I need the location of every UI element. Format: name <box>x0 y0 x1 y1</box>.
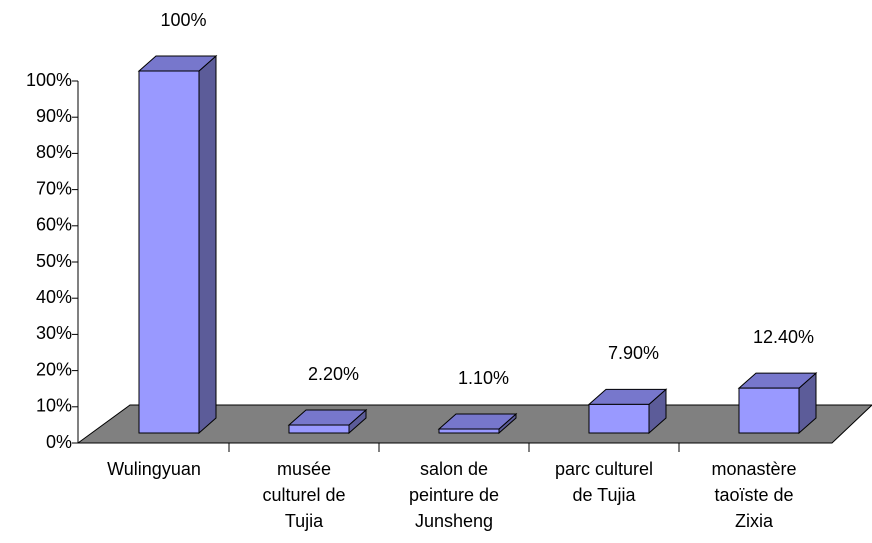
value-label: 100% <box>160 10 206 30</box>
value-label: 2.20% <box>308 364 359 384</box>
bar <box>288 424 350 434</box>
bar <box>588 403 650 434</box>
bar-side <box>198 54 217 435</box>
x-tick-label: salon de peinture de Junsheng <box>408 459 500 531</box>
value-label: 12.40% <box>753 327 814 347</box>
y-tick-label: 100% <box>26 70 72 90</box>
y-tick-label: 50% <box>36 251 72 271</box>
x-tick-label: musée culturel de Tujia <box>262 459 346 531</box>
y-tick-label: 30% <box>36 323 72 343</box>
bar <box>138 70 200 434</box>
x-tick-label: parc culturel de Tujia <box>554 459 654 505</box>
value-label: 1.10% <box>458 368 509 388</box>
y-tick-label: 40% <box>36 287 72 307</box>
y-tick-label: 70% <box>36 178 72 198</box>
y-tick-label: 60% <box>36 215 72 235</box>
bar <box>738 387 800 434</box>
value-label: 7.90% <box>608 343 659 363</box>
x-tick-label: monastère taoïste de Zixia <box>711 459 797 531</box>
y-tick-label: 20% <box>36 359 72 379</box>
y-tick-label: 10% <box>36 396 72 416</box>
y-tick-label: 90% <box>36 106 72 126</box>
bar <box>438 428 500 434</box>
y-tick-label: 0% <box>46 432 72 452</box>
x-tick-label: Wulingyuan <box>107 459 201 479</box>
y-tick-label: 80% <box>36 142 72 162</box>
